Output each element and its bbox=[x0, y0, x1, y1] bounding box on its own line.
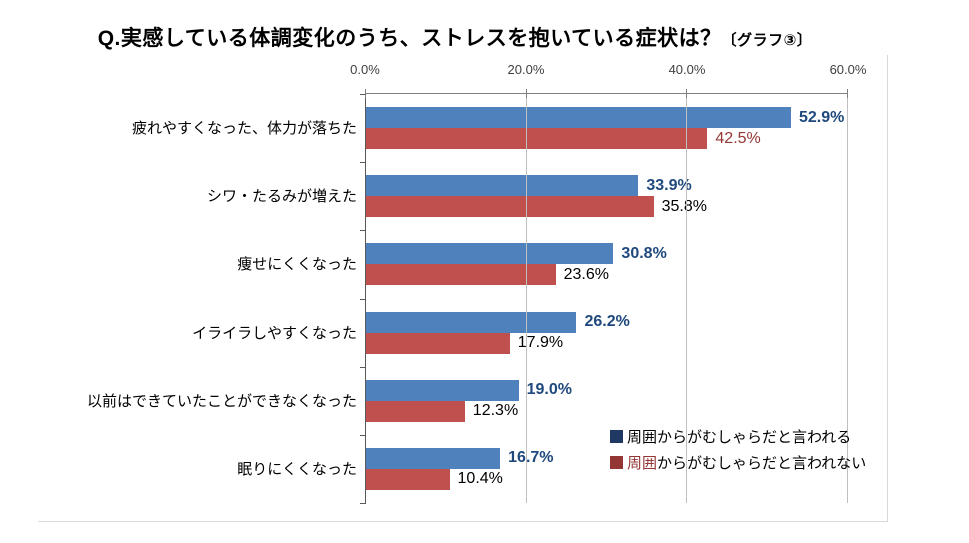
bar-series-2: 12.3% bbox=[366, 400, 518, 422]
value-label: 30.8% bbox=[621, 244, 667, 262]
bar-series-1: 33.9% bbox=[366, 175, 692, 197]
value-label: 26.2% bbox=[584, 313, 630, 331]
category-axis-labels: 疲れやすくなった、体力が落ちたシワ・たるみが増えた痩せにくくなったイライラしやす… bbox=[40, 93, 357, 503]
plot-area: 52.9% 42.5% 33.9% 35.8% 30.8% 23.6% 26.2% 17.9%… bbox=[360, 89, 848, 504]
bar-row: 19.0% 12.3% bbox=[366, 367, 848, 435]
value-label: 10.4% bbox=[457, 470, 503, 488]
category-axis-tick bbox=[360, 298, 366, 300]
gridline bbox=[525, 94, 527, 503]
bar-rows: 52.9% 42.5% 33.9% 35.8% 30.8% 23.6% 26.2% 17.9%… bbox=[366, 94, 848, 503]
category-axis-tick bbox=[360, 162, 366, 164]
gridline bbox=[847, 94, 848, 503]
x-axis: 0.0% 20.0% 40.0% 60.0% bbox=[350, 62, 866, 80]
x-axis-tick-label: 60.0% bbox=[829, 62, 867, 77]
category-label: 以前はできていたことができなくなった bbox=[86, 392, 357, 410]
value-label: 17.9% bbox=[517, 334, 564, 352]
x-axis-tick-label: 40.0% bbox=[668, 62, 706, 77]
bar-row: 16.7% 10.4% bbox=[366, 435, 848, 503]
chart-title-suffix: 〔グラフ③〕 bbox=[721, 32, 813, 49]
chart-frame bbox=[38, 55, 888, 522]
bar-series-2: 10.4% bbox=[366, 468, 503, 490]
bar-series-2: 17.9% bbox=[366, 332, 563, 354]
x-axis-tick bbox=[365, 89, 366, 98]
bar-series-2: 35.8% bbox=[366, 196, 707, 218]
bar-series-1: 19.0% bbox=[366, 379, 572, 401]
value-label: 35.8% bbox=[661, 197, 707, 215]
gridline bbox=[686, 94, 688, 503]
category-axis-tick bbox=[360, 503, 366, 504]
x-axis-tick-label: 0.0% bbox=[350, 62, 380, 77]
bar-series-2: 23.6% bbox=[366, 264, 609, 286]
category-axis-tick bbox=[360, 366, 366, 368]
bar-row: 52.9% 42.5% bbox=[366, 94, 848, 162]
legend: 周囲からがむしゃらだと言われる 周囲 からがむしゃらだと言われない bbox=[610, 423, 866, 475]
legend-label: 周囲からがむしゃらだと言われる bbox=[627, 428, 852, 446]
value-label: 42.5% bbox=[715, 129, 761, 147]
legend-item: 周囲からがむしゃらだと言われる bbox=[610, 423, 866, 449]
value-label: 33.9% bbox=[646, 176, 692, 194]
x-axis-tick bbox=[847, 89, 848, 98]
category-axis-tick bbox=[360, 434, 366, 436]
category-label: 眠りにくくなった bbox=[237, 461, 357, 479]
value-label: 52.9% bbox=[798, 108, 845, 126]
bar-series-1: 26.2% bbox=[366, 311, 630, 333]
category-axis-tick bbox=[360, 230, 366, 232]
category-label: イライラしやすくなった bbox=[192, 324, 357, 342]
bar-series-1: 30.8% bbox=[366, 243, 667, 265]
category-label: 痩せにくくなった bbox=[237, 256, 357, 274]
bar-series-1: 52.9% bbox=[366, 107, 844, 129]
x-axis-tick-label: 20.0% bbox=[507, 62, 545, 77]
legend-swatch bbox=[610, 455, 623, 469]
legend-label: からがむしゃらだと言われない bbox=[657, 454, 867, 472]
value-label: 16.7% bbox=[508, 449, 554, 467]
legend-label-prefix: 周囲 bbox=[627, 454, 658, 472]
legend-swatch bbox=[610, 429, 623, 443]
value-label: 19.0% bbox=[526, 381, 572, 399]
value-label: 12.3% bbox=[472, 402, 519, 420]
x-axis-tick bbox=[525, 89, 527, 98]
bar-row: 33.9% 35.8% bbox=[366, 162, 848, 230]
chart-title: Q.実感している体調変化のうち、ストレスを抱いている症状は？〔グラフ③〕 bbox=[0, 22, 910, 52]
value-label: 23.6% bbox=[563, 265, 609, 283]
x-axis-tick bbox=[686, 89, 688, 98]
bar-series-2: 42.5% bbox=[366, 128, 761, 150]
category-axis-tick bbox=[360, 94, 366, 95]
category-label: 疲れやすくなった、体力が落ちた bbox=[131, 119, 357, 137]
bar-row: 30.8% 23.6% bbox=[366, 230, 848, 298]
bar-row: 26.2% 17.9% bbox=[366, 298, 848, 366]
category-label: シワ・たるみが増えた bbox=[206, 187, 357, 205]
legend-item: 周囲 からがむしゃらだと言われない bbox=[610, 449, 866, 475]
bar-series-1: 16.7% bbox=[366, 447, 554, 469]
chart-title-main: Q.実感している体調変化のうち、ストレスを抱いている症状は？ bbox=[97, 27, 722, 50]
